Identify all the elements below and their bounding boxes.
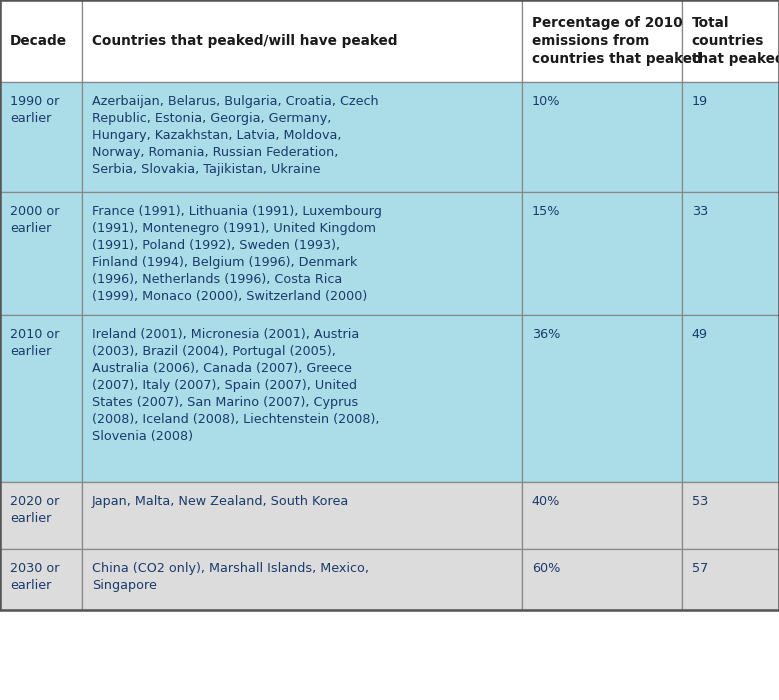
- Bar: [522, 549, 682, 610]
- Bar: [682, 0, 779, 82]
- Bar: [82, 192, 522, 315]
- Text: Decade: Decade: [10, 34, 67, 48]
- Text: 19: 19: [692, 95, 708, 108]
- Bar: [682, 82, 779, 192]
- Text: China (CO2 only), Marshall Islands, Mexico,
Singapore: China (CO2 only), Marshall Islands, Mexi…: [92, 562, 368, 592]
- Text: 33: 33: [692, 205, 708, 218]
- Text: 40%: 40%: [532, 495, 560, 508]
- Text: 36%: 36%: [532, 328, 560, 341]
- Text: 10%: 10%: [532, 95, 560, 108]
- Bar: [82, 315, 522, 482]
- Text: Countries that peaked/will have peaked: Countries that peaked/will have peaked: [92, 34, 397, 48]
- Text: Percentage of 2010
emissions from
countries that peaked: Percentage of 2010 emissions from countr…: [532, 15, 702, 66]
- Bar: [522, 315, 682, 482]
- Text: Azerbaijan, Belarus, Bulgaria, Croatia, Czech
Republic, Estonia, Georgia, German: Azerbaijan, Belarus, Bulgaria, Croatia, …: [92, 95, 379, 176]
- Bar: [0, 192, 82, 315]
- Bar: [82, 0, 522, 82]
- Bar: [682, 482, 779, 549]
- Bar: [522, 82, 682, 192]
- Text: 49: 49: [692, 328, 707, 341]
- Bar: [82, 482, 522, 549]
- Bar: [0, 315, 82, 482]
- Text: Total
countries
that peaked: Total countries that peaked: [692, 15, 779, 66]
- Text: 2030 or
earlier: 2030 or earlier: [10, 562, 59, 592]
- Text: 57: 57: [692, 562, 708, 575]
- Text: 60%: 60%: [532, 562, 560, 575]
- Text: 53: 53: [692, 495, 708, 508]
- Bar: [682, 549, 779, 610]
- Bar: [522, 482, 682, 549]
- Bar: [82, 549, 522, 610]
- Bar: [682, 315, 779, 482]
- Bar: [0, 549, 82, 610]
- Bar: [522, 192, 682, 315]
- Bar: [0, 0, 82, 82]
- Bar: [682, 192, 779, 315]
- Text: France (1991), Lithuania (1991), Luxembourg
(1991), Montenegro (1991), United Ki: France (1991), Lithuania (1991), Luxembo…: [92, 205, 382, 303]
- Text: Japan, Malta, New Zealand, South Korea: Japan, Malta, New Zealand, South Korea: [92, 495, 349, 508]
- Bar: [0, 0, 779, 610]
- Bar: [522, 0, 682, 82]
- Text: 2010 or
earlier: 2010 or earlier: [10, 328, 59, 358]
- Text: 2020 or
earlier: 2020 or earlier: [10, 495, 59, 525]
- Bar: [82, 82, 522, 192]
- Bar: [0, 482, 82, 549]
- Text: 2000 or
earlier: 2000 or earlier: [10, 205, 59, 235]
- Bar: [0, 82, 82, 192]
- Text: 15%: 15%: [532, 205, 560, 218]
- Text: Ireland (2001), Micronesia (2001), Austria
(2003), Brazil (2004), Portugal (2005: Ireland (2001), Micronesia (2001), Austr…: [92, 328, 379, 443]
- Text: 1990 or
earlier: 1990 or earlier: [10, 95, 59, 125]
